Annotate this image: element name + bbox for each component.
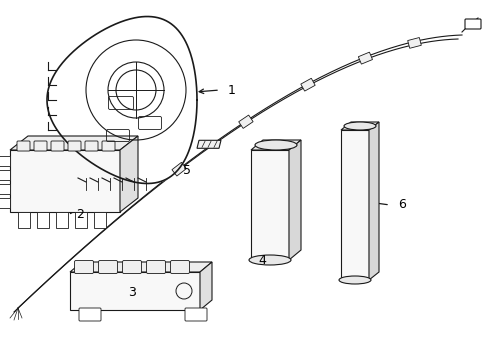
FancyBboxPatch shape	[185, 308, 207, 321]
Polygon shape	[408, 37, 421, 48]
Polygon shape	[10, 136, 138, 150]
Polygon shape	[37, 212, 49, 228]
Text: 5: 5	[183, 163, 191, 176]
Polygon shape	[172, 162, 186, 176]
FancyBboxPatch shape	[98, 261, 118, 274]
Polygon shape	[289, 140, 301, 260]
FancyBboxPatch shape	[51, 141, 64, 151]
Text: 4: 4	[258, 253, 266, 266]
Polygon shape	[120, 136, 138, 212]
Ellipse shape	[255, 140, 297, 150]
Polygon shape	[0, 170, 10, 180]
Polygon shape	[251, 150, 289, 260]
Text: 3: 3	[128, 285, 136, 298]
Polygon shape	[0, 156, 10, 166]
Polygon shape	[47, 17, 197, 184]
Polygon shape	[0, 198, 10, 208]
Polygon shape	[0, 184, 10, 194]
FancyBboxPatch shape	[68, 141, 81, 151]
Polygon shape	[18, 212, 30, 228]
Text: 1: 1	[228, 84, 236, 96]
FancyBboxPatch shape	[85, 141, 98, 151]
FancyBboxPatch shape	[74, 261, 94, 274]
Text: 6: 6	[398, 198, 406, 211]
Polygon shape	[10, 150, 120, 212]
FancyBboxPatch shape	[465, 19, 481, 29]
Ellipse shape	[339, 276, 371, 284]
FancyBboxPatch shape	[122, 261, 142, 274]
FancyBboxPatch shape	[17, 141, 30, 151]
Ellipse shape	[249, 255, 291, 265]
Polygon shape	[197, 140, 221, 148]
Polygon shape	[200, 262, 212, 310]
FancyBboxPatch shape	[147, 261, 166, 274]
Text: 2: 2	[76, 208, 84, 221]
FancyBboxPatch shape	[79, 308, 101, 321]
FancyBboxPatch shape	[34, 141, 47, 151]
Polygon shape	[341, 130, 369, 280]
Polygon shape	[369, 122, 379, 280]
Polygon shape	[70, 272, 200, 310]
Polygon shape	[70, 262, 212, 272]
Polygon shape	[301, 78, 315, 91]
Polygon shape	[56, 212, 68, 228]
Polygon shape	[94, 212, 106, 228]
Polygon shape	[239, 115, 253, 129]
Ellipse shape	[344, 122, 376, 130]
FancyBboxPatch shape	[171, 261, 190, 274]
Polygon shape	[341, 122, 379, 130]
FancyBboxPatch shape	[102, 141, 115, 151]
Polygon shape	[251, 140, 301, 150]
Polygon shape	[358, 52, 372, 64]
Polygon shape	[75, 212, 87, 228]
